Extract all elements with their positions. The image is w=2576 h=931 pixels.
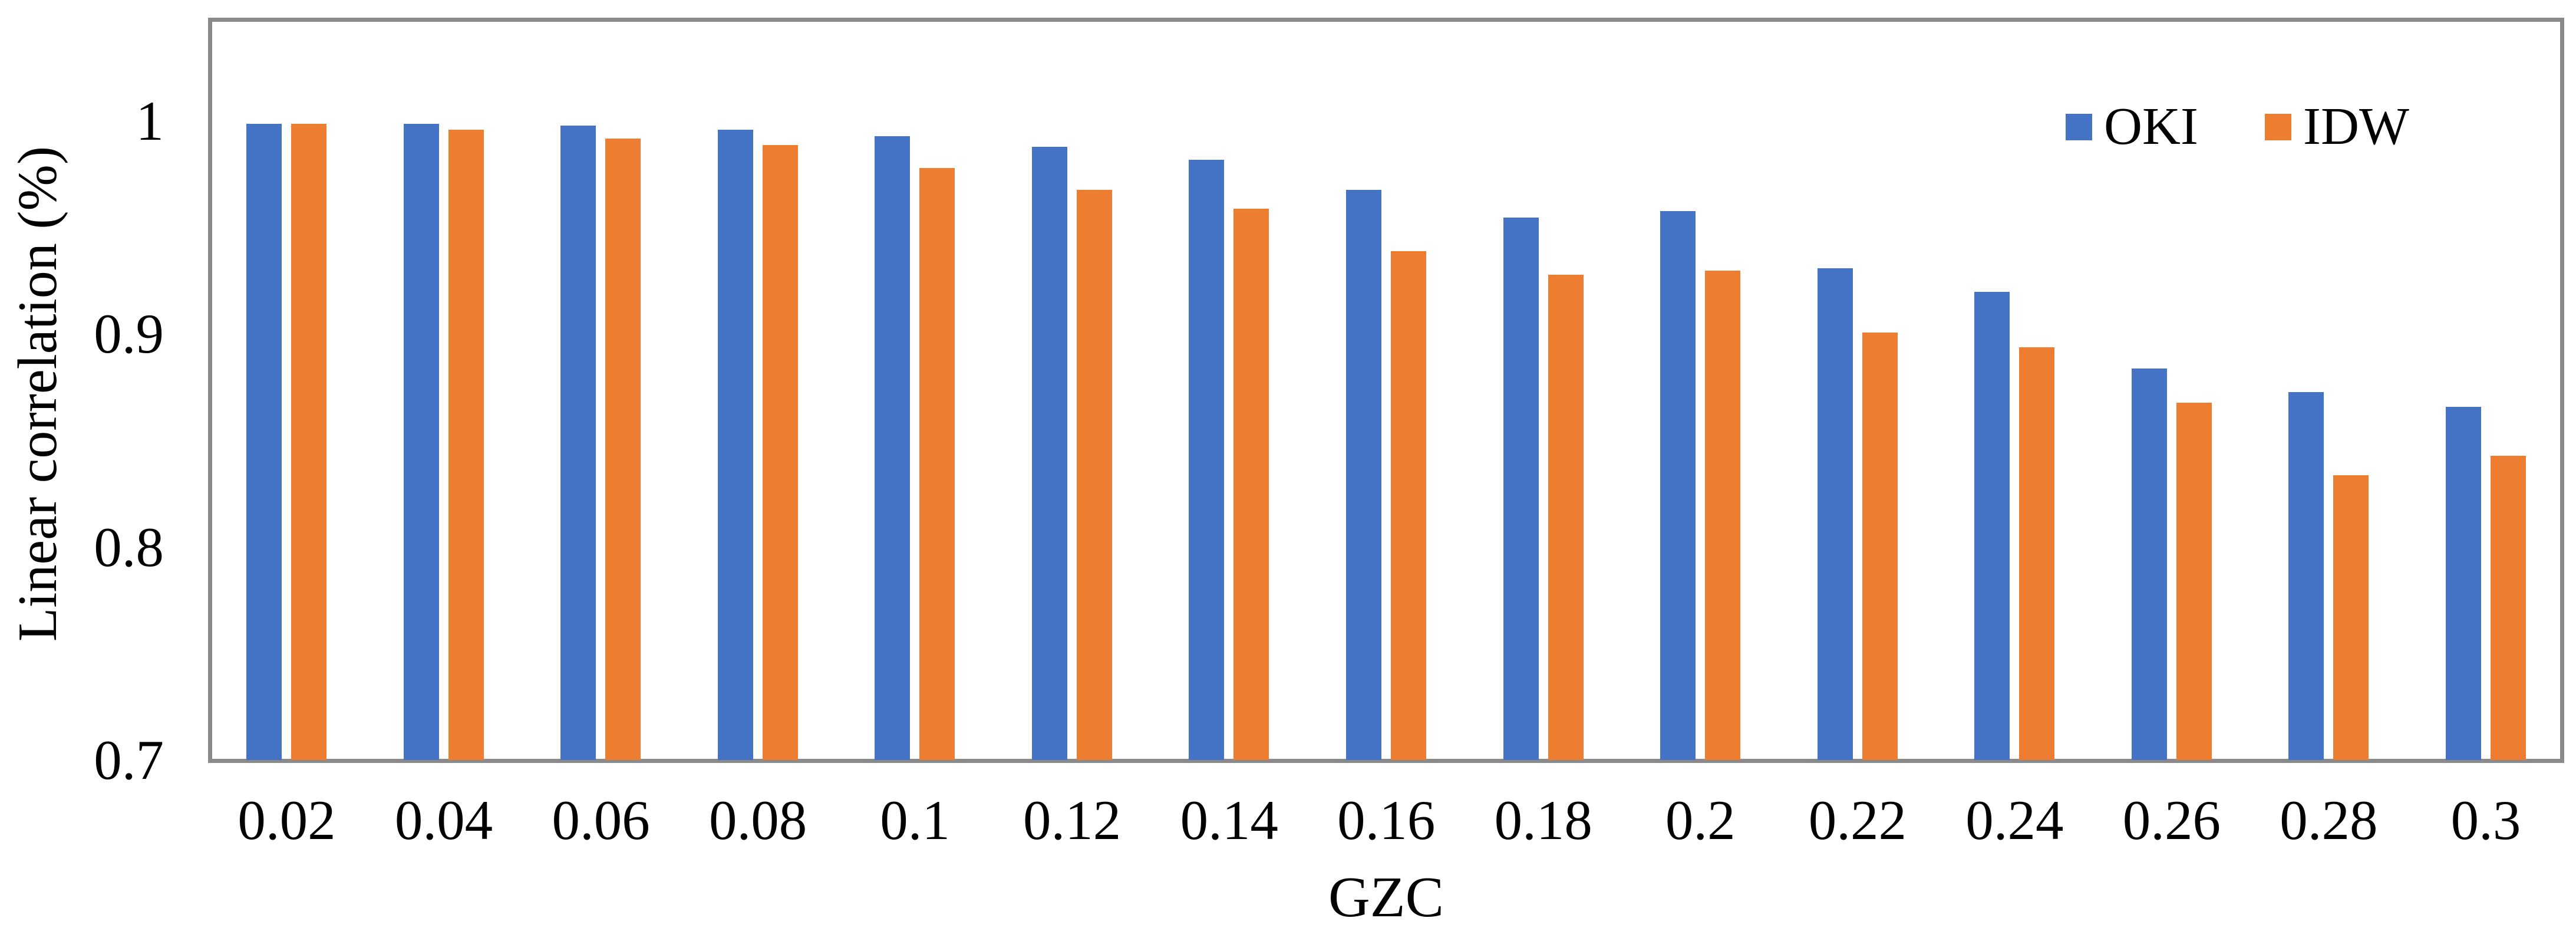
x-tick-label-0.24: 0.24 — [1965, 789, 2064, 851]
bar-idw-0.14 — [1233, 209, 1269, 760]
x-tick-label-0.08: 0.08 — [708, 789, 807, 851]
x-tick-label-0.28: 0.28 — [2280, 789, 2378, 851]
x-tick-label-0.3: 0.3 — [2450, 789, 2521, 851]
y-tick-label-0.8: 0.8 — [94, 515, 164, 578]
bar-idw-0.26 — [2176, 403, 2212, 760]
legend-marker-idw-icon — [2265, 113, 2291, 140]
x-tick-label-0.14: 0.14 — [1180, 789, 1278, 851]
x-tick-label-0.16: 0.16 — [1337, 789, 1436, 851]
bar-idw-0.18 — [1548, 275, 1584, 760]
plot-area — [208, 18, 2564, 763]
x-tick-label-0.26: 0.26 — [2122, 789, 2221, 851]
x-tick-label-0.2: 0.2 — [1665, 789, 1736, 851]
bar-idw-0.28 — [2333, 475, 2369, 760]
x-tick-label-0.18: 0.18 — [1494, 789, 1592, 851]
bar-oki-0.24 — [1974, 292, 2010, 760]
y-tick-label-1: 1 — [136, 90, 164, 152]
bar-oki-0.16 — [1346, 190, 1381, 760]
x-tick-label-0.1: 0.1 — [880, 789, 950, 851]
bar-idw-0.24 — [2019, 347, 2054, 760]
legend-label-idw: IDW — [2303, 97, 2409, 156]
bar-oki-0.18 — [1503, 218, 1539, 760]
x-tick-label-0.04: 0.04 — [394, 789, 493, 851]
x-tick-label-0.12: 0.12 — [1023, 789, 1122, 851]
bar-idw-0.08 — [763, 145, 798, 760]
bar-oki-0.04 — [404, 124, 439, 760]
x-tick-label-0.06: 0.06 — [552, 789, 650, 851]
bar-oki-0.08 — [718, 130, 753, 760]
bar-idw-0.1 — [919, 168, 955, 760]
legend-label-oki: OKI — [2104, 97, 2198, 156]
bar-idw-0.22 — [1862, 333, 1898, 760]
y-tick-label-0.7: 0.7 — [94, 729, 164, 791]
x-axis-title: GZC — [1328, 866, 1444, 929]
bar-idw-0.2 — [1705, 271, 1740, 760]
bar-oki-0.14 — [1189, 160, 1224, 760]
bar-oki-0.22 — [1818, 268, 1853, 760]
legend-item-oki: OKI — [2066, 100, 2198, 153]
bar-oki-0.3 — [2446, 407, 2481, 760]
bar-idw-0.12 — [1077, 190, 1112, 760]
x-tick-label-0.22: 0.22 — [1808, 789, 1907, 851]
bar-idw-0.3 — [2491, 456, 2526, 760]
bar-idw-0.04 — [448, 130, 484, 760]
bar-oki-0.02 — [246, 124, 282, 760]
x-tick-label-0.02: 0.02 — [238, 789, 336, 851]
bar-oki-0.26 — [2132, 369, 2167, 760]
bar-oki-0.1 — [875, 136, 910, 760]
y-tick-label-0.9: 0.9 — [94, 302, 164, 366]
legend-marker-oki-icon — [2066, 113, 2092, 140]
bar-oki-0.2 — [1660, 211, 1696, 760]
bar-oki-0.06 — [560, 126, 596, 760]
bar-oki-0.28 — [2288, 392, 2324, 760]
bar-oki-0.12 — [1032, 147, 1067, 760]
legend-item-idw: IDW — [2265, 100, 2409, 153]
bar-idw-0.16 — [1391, 251, 1426, 760]
bar-idw-0.06 — [605, 139, 641, 760]
bar-idw-0.02 — [291, 124, 326, 760]
